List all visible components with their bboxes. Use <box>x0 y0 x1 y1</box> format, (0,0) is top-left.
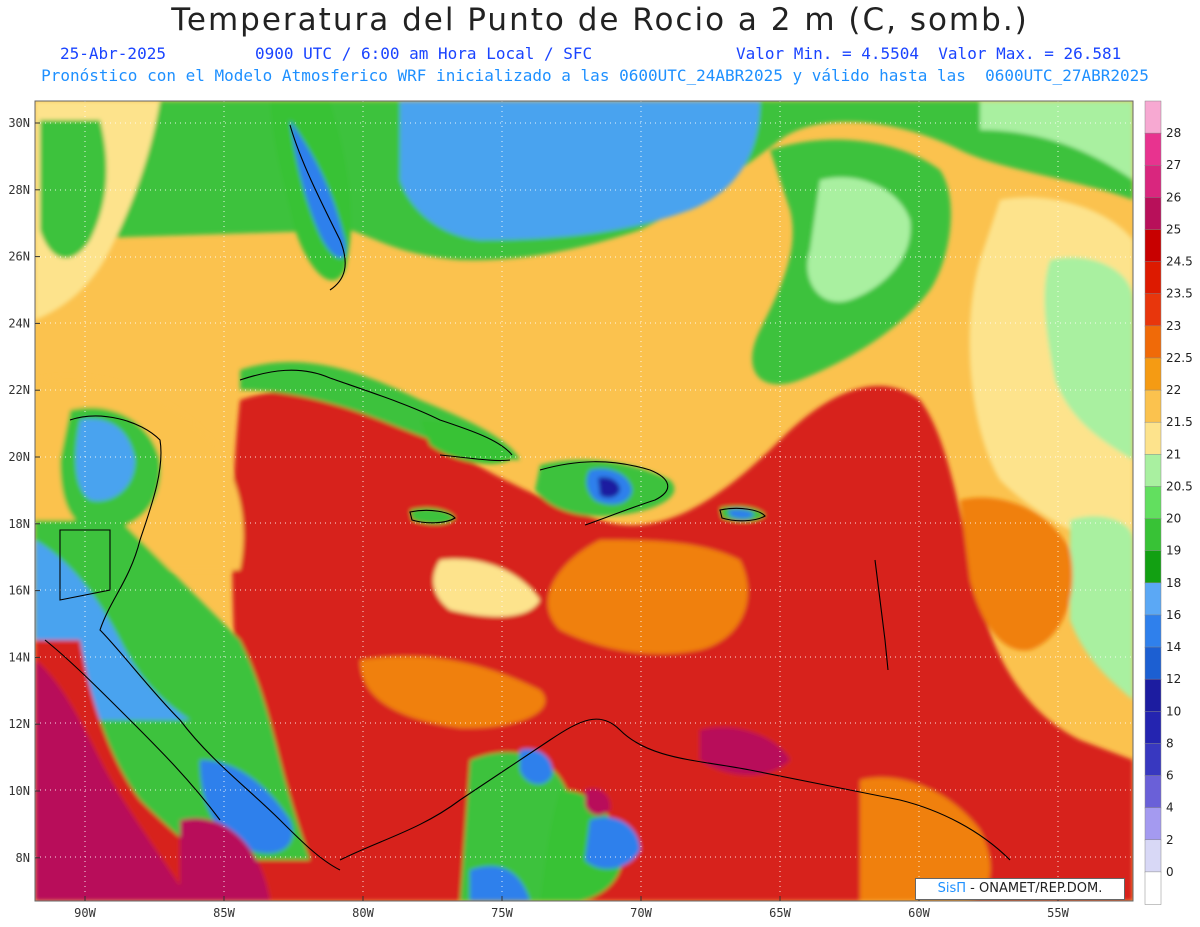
legend-swatch <box>1144 582 1162 616</box>
map-title: Temperatura del Punto de Rocio a 2 m (C,… <box>171 2 1029 38</box>
longitude-labels: 90W 85W 80W 75W 70W 65W 60W 55W <box>74 896 1070 920</box>
date-label: 25-Abr-2025 <box>60 44 166 63</box>
lat-label: 28N <box>8 183 30 197</box>
lat-label: 24N <box>8 316 30 330</box>
legend-label: 25 <box>1166 222 1181 236</box>
legend-swatch <box>1144 678 1162 713</box>
legend-swatch <box>1144 325 1162 359</box>
legend-label: 27 <box>1166 158 1181 172</box>
time-label: 0900 UTC / 6:00 am Hora Local / SFC <box>255 44 593 63</box>
legend-swatch <box>1144 775 1162 809</box>
legend-label: 22.5 <box>1166 351 1193 365</box>
lat-label: 16N <box>8 584 30 598</box>
legend-label: 19 <box>1166 544 1181 558</box>
legend-swatch <box>1144 839 1162 873</box>
legend-label: 22 <box>1166 383 1181 397</box>
legend-label: 18 <box>1166 576 1181 590</box>
lon-label: 80W <box>352 906 374 920</box>
legend-swatch <box>1144 100 1162 134</box>
legend-swatch <box>1144 421 1162 456</box>
legend-swatch <box>1144 711 1162 745</box>
legend-label: 23 <box>1166 319 1181 333</box>
lat-label: 30N <box>8 116 30 130</box>
legend-label: 16 <box>1166 608 1181 622</box>
legend-label: 0 <box>1166 865 1174 879</box>
credit-text: - ONAMET/REP.DOM. <box>966 881 1103 896</box>
lat-label: 14N <box>8 650 30 664</box>
legend-swatch <box>1144 454 1162 488</box>
legend-label: 20.5 <box>1166 479 1193 493</box>
legend-label: 23.5 <box>1166 287 1193 301</box>
lat-label: 18N <box>8 517 30 531</box>
latitude-labels: 30N 28N 26N 24N 22N 20N 18N 16N 14N 12N 10N 8N <box>8 116 40 865</box>
lat-label: 12N <box>8 717 30 731</box>
legend-label: 26 <box>1166 190 1181 204</box>
map-frame <box>34 100 1134 902</box>
legend-label: 28 <box>1166 126 1181 140</box>
legend-swatch <box>1144 197 1162 231</box>
legend-swatch <box>1144 389 1162 423</box>
legend-label: 2 <box>1166 833 1174 847</box>
color-legend: 2827262524.523.52322.52221.52120.5201918… <box>1144 100 1193 905</box>
legend-swatch <box>1144 293 1162 327</box>
lon-label: 85W <box>213 906 235 920</box>
legend-swatch <box>1144 261 1162 295</box>
lat-label: 20N <box>8 450 30 464</box>
lat-label: 22N <box>8 383 30 397</box>
legend-label: 10 <box>1166 704 1181 718</box>
lon-label: 70W <box>630 906 652 920</box>
legend-swatch <box>1144 646 1162 680</box>
sispi-logo: SisΠ <box>937 881 967 896</box>
legend-label: 4 <box>1166 801 1174 815</box>
legend-label: 6 <box>1166 769 1174 783</box>
legend-swatch <box>1144 550 1162 584</box>
forecast-info: Pronóstico con el Modelo Atmosferico WRF… <box>41 66 1149 85</box>
legend-swatch <box>1144 486 1162 520</box>
lon-label: 75W <box>491 906 513 920</box>
legend-swatch <box>1144 614 1162 648</box>
credit-box: SisΠ - ONAMET/REP.DOM. <box>915 878 1125 900</box>
dewpoint-field <box>35 101 1133 901</box>
lon-label: 55W <box>1047 906 1069 920</box>
legend-swatch <box>1144 357 1162 391</box>
legend-swatch <box>1144 164 1162 199</box>
legend-swatch <box>1144 807 1162 841</box>
legend-label: 20 <box>1166 512 1181 526</box>
legend-swatch <box>1144 871 1162 905</box>
lon-label: 65W <box>769 906 791 920</box>
legend-label: 12 <box>1166 672 1181 686</box>
legend-swatch <box>1144 743 1162 777</box>
legend-swatch <box>1144 229 1162 263</box>
legend-label: 14 <box>1166 640 1181 654</box>
lat-label: 8N <box>16 851 30 865</box>
lat-label: 26N <box>8 250 30 264</box>
min-max-label: Valor Min. = 4.5504 Valor Max. = 26.581 <box>736 44 1122 63</box>
legend-swatch <box>1144 132 1162 166</box>
legend-label: 21 <box>1166 447 1181 461</box>
legend-swatch <box>1144 518 1162 552</box>
legend-label: 8 <box>1166 736 1174 750</box>
legend-label: 21.5 <box>1166 415 1193 429</box>
lon-label: 60W <box>908 906 930 920</box>
legend-label: 24.5 <box>1166 255 1193 269</box>
lat-label: 10N <box>8 784 30 798</box>
lon-label: 90W <box>74 906 96 920</box>
